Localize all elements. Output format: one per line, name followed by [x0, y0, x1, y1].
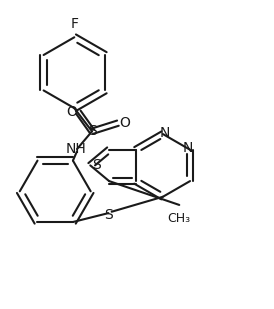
Text: N: N: [160, 126, 170, 140]
Text: NH: NH: [65, 142, 86, 156]
Text: S: S: [104, 208, 113, 222]
Text: N: N: [183, 141, 193, 155]
Text: S: S: [88, 124, 96, 138]
Text: O: O: [66, 105, 77, 119]
Text: CH₃: CH₃: [168, 212, 191, 225]
Text: O: O: [119, 116, 130, 130]
Text: S: S: [92, 159, 101, 172]
Text: F: F: [70, 17, 78, 31]
